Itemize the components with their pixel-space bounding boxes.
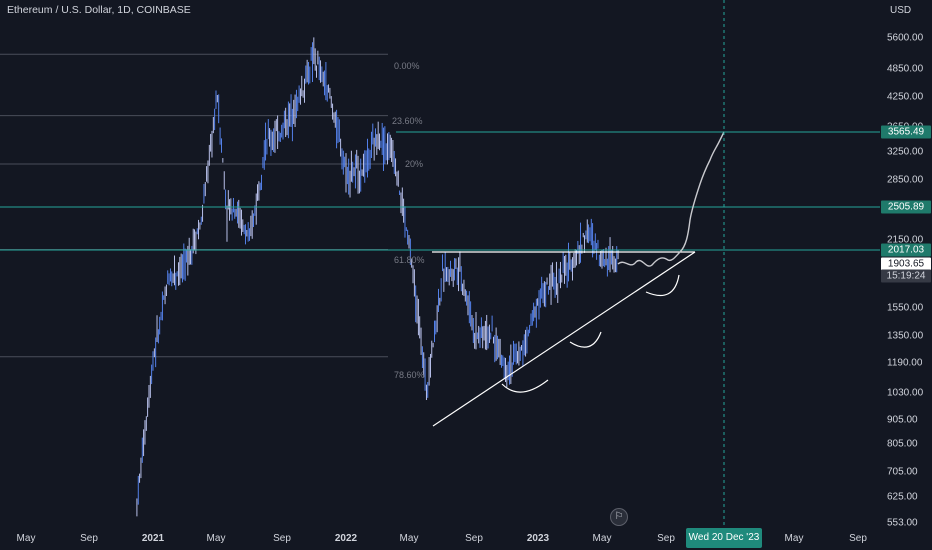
- price-chart[interactable]: [0, 0, 880, 526]
- y-tick: 3250.00: [887, 146, 924, 158]
- crosshair-date-tag: Wed 20 Dec '23: [686, 528, 762, 548]
- y-tick: 1350.00: [887, 330, 924, 342]
- price-tag-resistance-mid[interactable]: 2505.89: [881, 200, 931, 214]
- ascending-triangle-drawing[interactable]: [432, 131, 725, 427]
- y-tick: 705.00: [887, 466, 918, 478]
- fib-label-partial: 20%: [405, 159, 424, 169]
- y-tick: 2150.00: [887, 234, 924, 246]
- x-tick: May: [592, 533, 612, 544]
- cup-curve-3[interactable]: [645, 274, 680, 297]
- y-tick: 553.00: [887, 517, 918, 529]
- y-tick: 1190.00: [887, 357, 923, 369]
- us-flag-icon[interactable]: ⚐: [610, 508, 628, 526]
- y-tick: 625.00: [887, 491, 918, 503]
- price-axis[interactable]: USD 5600.00 4850.00 4250.00 3650.00 3250…: [880, 0, 932, 550]
- x-tick: 2022: [334, 533, 358, 544]
- price-tag-resistance-low[interactable]: 2017.03: [881, 243, 931, 257]
- price-tag-resistance-high[interactable]: 3565.49: [881, 125, 931, 139]
- y-tick: 5600.00: [887, 32, 924, 44]
- fib-label-236: 23.60%: [392, 116, 423, 126]
- cup-curve-1[interactable]: [501, 379, 549, 393]
- y-tick: 1550.00: [887, 302, 924, 314]
- x-tick: Sep: [849, 533, 867, 544]
- cup-curve-2[interactable]: [569, 331, 602, 348]
- chart-area[interactable]: Ethereum / U.S. Dollar, 1D, COINBASE 0.0…: [0, 0, 880, 526]
- countdown-tag: 15:19:24: [881, 269, 931, 283]
- y-tick: 1030.00: [887, 387, 924, 399]
- y-tick: 4850.00: [887, 63, 924, 75]
- fib-label-0: 0.00%: [394, 61, 420, 71]
- y-tick: 2850.00: [887, 174, 924, 186]
- projection-path[interactable]: [617, 131, 725, 267]
- x-tick: May: [16, 533, 36, 544]
- x-tick: May: [206, 533, 226, 544]
- x-tick: Sep: [465, 533, 483, 544]
- x-tick: May: [399, 533, 419, 544]
- horizontal-levels[interactable]: [0, 131, 880, 251]
- currency-label: USD: [890, 5, 912, 16]
- candlestick-series: [136, 37, 619, 517]
- y-tick: 4250.00: [887, 91, 924, 103]
- x-tick: Sep: [80, 533, 98, 544]
- triangle-base-line[interactable]: [432, 251, 696, 427]
- x-tick: 2021: [141, 533, 165, 544]
- symbol-title[interactable]: Ethereum / U.S. Dollar, 1D, COINBASE: [7, 4, 191, 16]
- fib-label-618: 61.80%: [394, 255, 425, 265]
- fibonacci-retracement[interactable]: [0, 53, 388, 358]
- x-tick: May: [784, 533, 804, 544]
- x-tick: Sep: [273, 533, 291, 544]
- time-axis[interactable]: May Sep 2021 May Sep 2022 May Sep 2023 M…: [0, 526, 880, 550]
- fib-label-786: 78.60%: [394, 370, 425, 380]
- y-tick: 905.00: [887, 414, 918, 426]
- y-tick: 805.00: [887, 438, 918, 450]
- last-price-tag: 1903.65: [881, 257, 931, 271]
- x-tick: Sep: [657, 533, 675, 544]
- x-tick: 2023: [526, 533, 550, 544]
